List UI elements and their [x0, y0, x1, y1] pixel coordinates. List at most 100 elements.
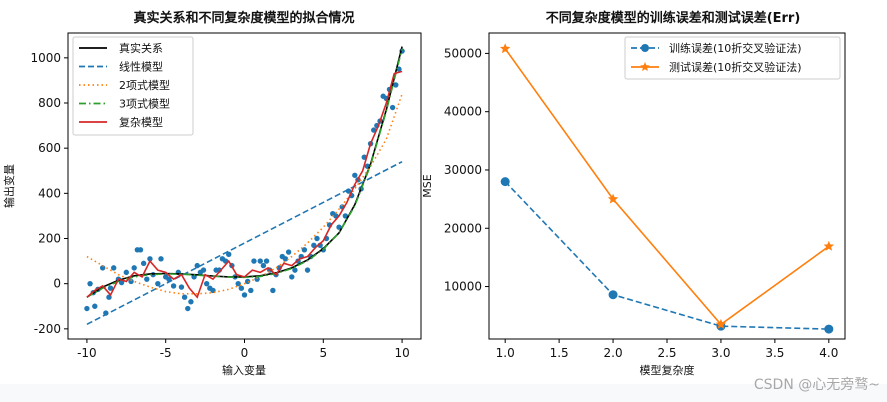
error-chart-test-point [823, 240, 835, 251]
fit-chart-ytick-label: 200 [38, 232, 61, 246]
error-chart-legend-marker [640, 62, 650, 72]
fit-chart-legend-label: 线性模型 [119, 60, 163, 74]
fit-chart-data-point [92, 303, 98, 309]
fit-chart-data-point [170, 283, 177, 289]
error-chart-xtick-label: 3.5 [765, 346, 784, 360]
fit-chart-ytick-label: 400 [38, 186, 61, 200]
error-chart-title: 不同复杂度模型的训练误差和测试误差(Err) [546, 10, 801, 26]
fit-chart-data-point [200, 267, 207, 273]
fit-chart-xtick-label: -5 [160, 346, 172, 360]
error-chart-test-point [607, 193, 619, 204]
fit-chart-data-point [181, 294, 188, 300]
error-chart-test-point [715, 318, 727, 329]
fit-chart-ylabel: 输出变量 [2, 164, 16, 208]
error-chart-ytick-label: 10000 [444, 280, 482, 294]
error-chart-series-line-1 [504, 48, 830, 326]
fit-chart-legend-label: 3项式模型 [119, 97, 170, 111]
error-chart-legend-label: 训练误差(10折交叉验证法) [669, 41, 802, 55]
footer-strip [0, 384, 887, 402]
fit-chart-xlabel: 输入变量 [222, 363, 266, 377]
error-chart-train-point [608, 290, 618, 300]
fit-chart-data-point [263, 258, 270, 264]
error-chart-xtick-label: 1.0 [496, 346, 515, 360]
fit-chart-data-point [188, 299, 194, 305]
fit-chart-data-point [194, 262, 200, 269]
fit-chart-legend-label: 2项式模型 [119, 78, 170, 92]
error-chart-xtick-label: 3.0 [711, 346, 730, 360]
error-chart-xtick-label: 4.0 [819, 346, 838, 360]
fit-chart-ytick-label: 600 [38, 141, 61, 155]
fit-chart-title: 真实关系和不同复杂度模型的拟合情况 [133, 10, 354, 26]
error-chart-ytick-label: 50000 [444, 46, 482, 60]
fit-chart-xtick-label: 10 [394, 346, 409, 360]
fit-chart-data-point [123, 269, 130, 276]
fit-chart-data-point [107, 285, 114, 291]
fit-chart-data-point [292, 267, 298, 273]
error-chart-train-point [500, 177, 510, 187]
fit-chart-data-point [260, 262, 267, 269]
fit-chart-data-point [304, 267, 311, 273]
fit-chart-data-point [137, 247, 144, 253]
fit-chart-data-point [87, 280, 93, 287]
fit-chart-data-point [238, 285, 245, 291]
error-chart-legend-label: 测试误差(10折交叉验证法) [669, 60, 802, 74]
error-chart-train-point [824, 324, 834, 334]
fit-chart-series-line-2 [86, 93, 403, 295]
fit-chart-data-point [301, 247, 308, 253]
error-chart-legend: 训练误差(10折交叉验证法) 测试误差(10折交叉验证法) [624, 36, 841, 80]
error-chart-legend-box [624, 36, 841, 80]
fit-chart-data-point [311, 242, 317, 248]
error-chart-xlabel: 模型复杂度 [640, 363, 695, 377]
fit-chart-legend-label: 复杂模型 [119, 115, 163, 129]
fit-chart-data-point [226, 251, 232, 258]
error-chart-xtick-label: 2.0 [604, 346, 623, 360]
fit-chart-data-point [254, 276, 260, 282]
fit-chart-data-point [111, 265, 117, 271]
error-chart-xtick-label: 1.5 [550, 346, 569, 360]
fit-chart-ytick-label: 0 [53, 277, 61, 291]
fit-chart-data-point [203, 280, 210, 287]
fit-chart-data-point [270, 287, 276, 294]
fit-chart-data-point [352, 172, 358, 178]
error-chart-ytick-label: 30000 [444, 163, 482, 177]
fit-chart-data-point [140, 260, 147, 267]
fit-chart-data-point [128, 278, 134, 285]
fit-chart-marks [84, 46, 405, 326]
fit-chart-data-point [285, 249, 292, 255]
fit-chart-data-point [84, 305, 90, 312]
fit-chart-data-point [178, 284, 185, 290]
fit-chart-data-point [314, 235, 320, 242]
fit-chart-xtick-label: 5 [319, 346, 327, 360]
fit-chart-data-point [185, 305, 191, 312]
fit-chart-legend-label: 真实关系 [119, 41, 163, 55]
fit-chart-ytick-label: -200 [34, 322, 61, 336]
fit-chart-data-point [158, 256, 164, 262]
fit-chart-data-point [342, 213, 349, 219]
fit-chart-data-point [144, 276, 150, 282]
fit-chart-data-point [257, 258, 263, 264]
fit-chart-data-point [251, 258, 257, 264]
fit-chart-data-point [235, 280, 241, 287]
fit-chart-data-point [241, 292, 248, 298]
fit-chart-series-line-4 [86, 70, 403, 299]
fit-chart-data-point [336, 224, 342, 230]
fit-chart-ytick-label: 1000 [30, 51, 61, 65]
fit-chart-series-line-1 [86, 161, 403, 326]
error-chart-ytick-label: 40000 [444, 105, 482, 119]
fit-chart-data-point [282, 256, 289, 262]
fit-chart-data-point [248, 287, 254, 294]
error-chart: 不同复杂度模型的训练误差和测试误差(Err) 模型复杂度 MSE 1.0 1.5 2… [421, 10, 846, 377]
fit-chart-xtick-label: -10 [77, 346, 97, 360]
fit-chart-data-point [393, 82, 399, 88]
fit-chart-data-point [389, 104, 396, 111]
error-chart-ylabel: MSE [421, 174, 434, 197]
fit-chart-data-point [147, 256, 153, 262]
fit-chart-data-point [155, 280, 161, 287]
fit-chart-xtick-label: 0 [241, 346, 249, 360]
fit-chart-ytick-label: 800 [38, 96, 61, 110]
error-chart-marks [499, 43, 835, 334]
fit-chart-ticks: -10 -5 0 5 10 -200 0 200 400 600 800 1000 [30, 51, 409, 360]
error-chart-test-point [499, 43, 511, 54]
